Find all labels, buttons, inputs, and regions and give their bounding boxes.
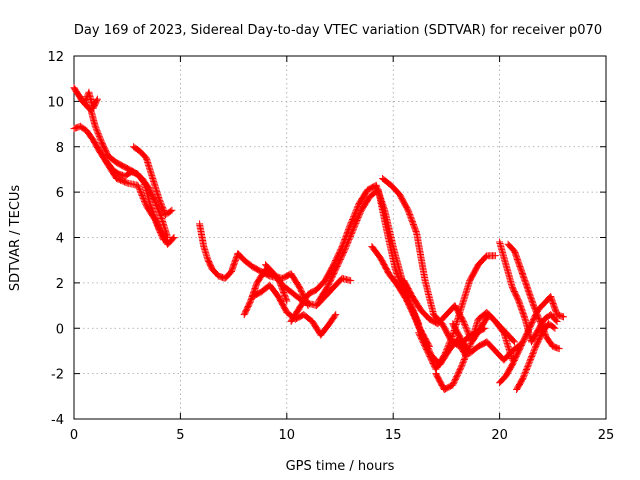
plus-markers xyxy=(379,175,489,350)
plus-markers xyxy=(76,88,101,112)
plus-markers xyxy=(496,293,567,387)
marker-track-18 xyxy=(496,238,561,346)
plus-markers xyxy=(496,238,561,346)
y-axis-title: SDTVAR / TECUs xyxy=(8,185,23,292)
x-tick-label: 20 xyxy=(491,428,508,443)
marker-track-3 xyxy=(76,88,101,112)
marker-track-13 xyxy=(379,175,489,350)
y-tick-label: 4 xyxy=(56,232,64,247)
plus-markers xyxy=(102,156,178,248)
marker-track-4 xyxy=(130,143,176,219)
chart-title: Day 169 of 2023, Sidereal Day-to-day VTE… xyxy=(74,23,602,38)
y-tick-label: -2 xyxy=(51,368,64,383)
x-tick-label: 15 xyxy=(385,428,402,443)
plus-markers xyxy=(130,143,176,219)
marker-track-20 xyxy=(496,293,567,387)
x-axis-title: GPS time / hours xyxy=(286,459,395,474)
plus-markers xyxy=(513,320,559,393)
x-tick-label: 25 xyxy=(598,428,615,443)
y-tick-label: 12 xyxy=(47,50,64,65)
marker-track-5 xyxy=(102,156,178,248)
x-tick-label: 5 xyxy=(176,428,184,443)
plus-markers xyxy=(415,252,499,373)
plus-markers xyxy=(262,261,355,310)
y-tick-label: 10 xyxy=(47,95,64,110)
y-tick-label: 2 xyxy=(56,277,64,292)
x-tick-label: 10 xyxy=(279,428,296,443)
grid-lines xyxy=(74,56,606,419)
y-tick-label: -4 xyxy=(51,413,64,428)
axis-ticks: 0 5 10 15 20 25 -4 -2 0 2 4 6 8 10 12 xyxy=(47,50,614,443)
marker-track-8 xyxy=(249,281,340,339)
marker-track-21 xyxy=(513,320,559,393)
plus-markers xyxy=(432,308,516,393)
marker-track-9 xyxy=(262,261,355,310)
marker-track-15 xyxy=(415,252,499,373)
y-tick-label: 6 xyxy=(56,186,64,201)
plus-markers xyxy=(249,281,340,339)
marker-track-17 xyxy=(449,320,525,364)
x-tick-label: 0 xyxy=(70,428,78,443)
y-tick-label: 0 xyxy=(56,322,64,337)
y-tick-label: 8 xyxy=(56,141,64,156)
data-markers xyxy=(70,84,567,393)
marker-track-16 xyxy=(432,308,516,393)
plus-markers xyxy=(449,320,525,364)
